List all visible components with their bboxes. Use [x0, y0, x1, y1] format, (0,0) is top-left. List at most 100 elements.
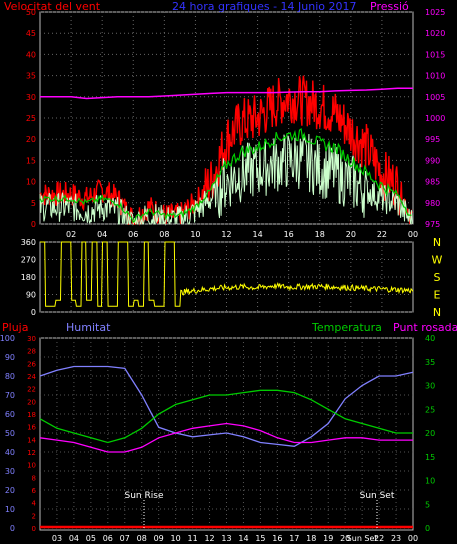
time-tick: 03	[52, 534, 62, 543]
time-tick: 04	[97, 230, 107, 239]
wind-speed-tick: 40	[26, 50, 36, 59]
humidity-tick: 100	[0, 334, 15, 343]
time-tick: 00	[408, 230, 418, 239]
time-tick: 16	[272, 534, 282, 543]
pressure-tick: 995	[425, 135, 440, 144]
rain-tick: 30	[27, 335, 36, 343]
humidity-series	[39, 365, 414, 447]
pressure-tick: 1020	[425, 29, 445, 38]
time-tick: 06	[103, 534, 113, 543]
pressure-series	[40, 87, 413, 100]
rain-tick: 18	[27, 411, 36, 419]
rain-tick: 28	[27, 348, 36, 356]
time-tick: 18	[306, 534, 316, 543]
rain-tick: 6	[32, 487, 37, 495]
rain-tick: 14	[27, 436, 36, 444]
pressure-tick: 1005	[425, 93, 445, 102]
pressure-label: Pressió	[370, 0, 409, 13]
humidity-tick: 60	[5, 410, 15, 419]
time-tick: 08	[159, 230, 169, 239]
dewpoint-series	[39, 422, 413, 453]
time-tick: 13	[221, 534, 231, 543]
time-tick: 16	[284, 230, 294, 239]
time-tick: 15	[255, 534, 265, 543]
time-tick: 20	[346, 230, 356, 239]
time-tick: 08	[137, 534, 147, 543]
time-tick: 19	[323, 534, 333, 543]
pressure-tick: 1010	[425, 72, 445, 81]
wind-speed-tick: 45	[26, 29, 36, 38]
humidity-tick: 90	[5, 353, 15, 362]
compass-label: S	[434, 271, 441, 284]
time-tick: 07	[120, 534, 130, 543]
temp-panel-series	[39, 365, 414, 529]
temperature-series	[39, 389, 413, 444]
wind-speed-tick: 10	[26, 178, 36, 187]
wind-average-series	[39, 127, 412, 224]
compass-label: E	[434, 289, 441, 302]
wind-panel-series	[39, 75, 413, 226]
wind-direction-series	[40, 241, 414, 307]
time-tick: 00	[408, 534, 418, 543]
time-tick: 14	[252, 230, 262, 239]
humidity-tick: 40	[5, 448, 15, 457]
chart-title: 24 hora grafiques - 14 Junio 2017	[172, 0, 357, 13]
direction-tick: 90	[26, 291, 36, 300]
direction-panel-series	[40, 241, 414, 307]
temperature-tick: 5	[425, 500, 430, 509]
rain-tick: 16	[27, 424, 36, 432]
rain-tick: 8	[32, 474, 36, 482]
direction-tick: 360	[21, 238, 36, 247]
direction-tick: 270	[21, 256, 36, 265]
humidity-tick: 70	[5, 391, 15, 400]
time-tick: 02	[66, 230, 76, 239]
sunrise-label: Sun Rise	[125, 491, 164, 501]
time-tick: 23	[391, 534, 401, 543]
compass-label: W	[432, 254, 443, 267]
wind-direction-panel	[39, 241, 414, 313]
rain-tick: 22	[27, 386, 36, 394]
sunset-label: Sun Set	[360, 491, 395, 501]
wind-speed-tick: 15	[26, 156, 36, 165]
wind-speed-tick: 5	[31, 199, 36, 208]
time-tick: 11	[187, 534, 197, 543]
direction-tick: 0	[31, 308, 36, 317]
time-tick: 06	[128, 230, 138, 239]
time-tick: 10	[171, 534, 181, 543]
humidity-tick: 80	[5, 372, 15, 381]
pressure-tick: 1000	[425, 114, 445, 123]
pressure-tick: 980	[425, 199, 440, 208]
wind-speed-tick: 30	[26, 93, 36, 102]
wind-speed-label: Velocitat del vent	[4, 0, 101, 13]
time-tick: 09	[154, 534, 164, 543]
time-tick: 20	[340, 534, 350, 543]
temperature-tick: 15	[425, 453, 435, 462]
temperature-tick: 40	[425, 334, 435, 343]
rain-tick: 2	[32, 512, 36, 520]
wind-speed-tick: 25	[26, 114, 36, 123]
rain-tick: 26	[27, 360, 36, 368]
rain-tick: 24	[27, 373, 36, 381]
rain-tick: 12	[27, 449, 36, 457]
time-tick: 18	[315, 230, 325, 239]
direction-tick: 180	[21, 273, 36, 282]
temperature-tick: 10	[425, 477, 435, 486]
rain-tick: 4	[32, 500, 37, 508]
temperature-tick: 20	[425, 429, 435, 438]
wind-panel-ticks: 0510152025303540455097598098599099510001…	[26, 8, 446, 239]
humidity-tick: 20	[5, 486, 15, 495]
time-tick: Sun Set	[347, 534, 378, 543]
pressure-tick: 1015	[425, 50, 445, 59]
humidity-tick: 0	[10, 524, 15, 533]
temperature-tick: 25	[425, 405, 435, 414]
dewpoint-label: Punt rosada	[393, 321, 457, 334]
humidity-tick: 30	[5, 467, 15, 476]
time-tick: 05	[86, 534, 96, 543]
wind-speed-tick: 0	[31, 220, 36, 229]
wind-speed-tick: 50	[26, 8, 36, 17]
time-tick: 04	[69, 534, 79, 543]
temperature-tick: 30	[425, 382, 435, 391]
time-tick: 12	[221, 230, 231, 239]
